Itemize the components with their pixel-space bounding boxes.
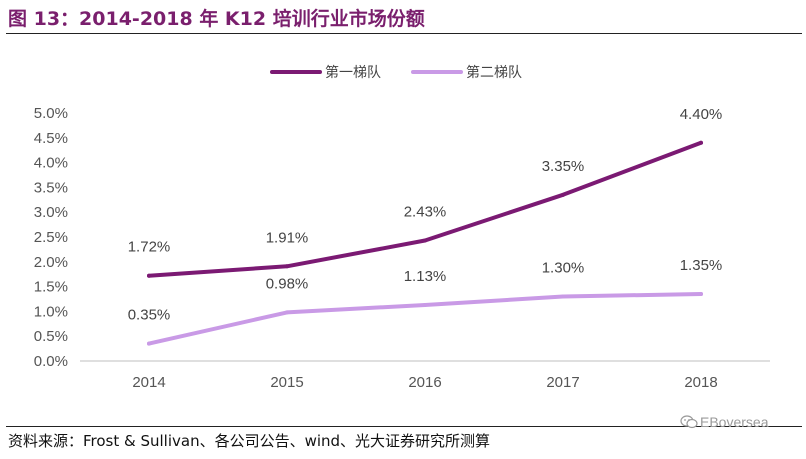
- y-tick-label: 0.0%: [34, 353, 68, 370]
- watermark: EBoversea: [680, 414, 768, 430]
- wechat-icon: [680, 415, 698, 429]
- series-line-2: [147, 292, 703, 346]
- legend-label: 第二梯队: [466, 64, 522, 81]
- data-label: 3.35%: [542, 158, 585, 175]
- data-label: 1.13%: [404, 268, 447, 285]
- chart-title: 图 13：2014-2018 年 K12 培训行业市场份额: [8, 8, 425, 30]
- source-divider: [6, 426, 802, 427]
- y-tick-label: 4.0%: [34, 155, 68, 172]
- y-tick-label: 5.0%: [34, 105, 68, 122]
- y-tick-label: 2.5%: [34, 229, 68, 246]
- chart-series: 1.72% 1.91% 2.43% 3.35% 4.40% 0.35% 0.98% 1.13%…: [128, 106, 723, 346]
- data-point: [561, 192, 565, 197]
- data-label: 1.30%: [542, 260, 585, 277]
- source-note: 资料来源：Frost & Sullivan、各公司公告、wind、光大证券研究所…: [8, 432, 491, 450]
- data-label: 4.40%: [680, 106, 723, 123]
- y-tick-label: 4.5%: [34, 130, 68, 147]
- title-divider: [6, 33, 802, 34]
- data-label: 0.98%: [266, 275, 309, 292]
- data-label: 1.72%: [128, 239, 171, 256]
- watermark-text: EBoversea: [700, 414, 769, 430]
- data-point: [147, 341, 151, 346]
- x-tick-label: 2014: [132, 374, 165, 391]
- data-label: 1.35%: [680, 257, 723, 274]
- data-label: 0.35%: [128, 307, 171, 324]
- x-tick-label: 2016: [408, 374, 441, 391]
- y-tick-label: 1.5%: [34, 279, 68, 296]
- y-tick-label: 2.0%: [34, 254, 68, 271]
- data-point: [147, 273, 151, 278]
- x-axis: 2014 2015 2016 2017 2018: [80, 360, 770, 391]
- legend-label: 第一梯队: [325, 64, 381, 81]
- y-tick-label: 3.5%: [34, 179, 68, 196]
- x-tick-label: 2017: [546, 374, 579, 391]
- data-point: [285, 264, 289, 269]
- chart-legend: 第一梯队 第二梯队: [270, 64, 522, 81]
- data-point: [285, 310, 289, 315]
- data-point: [561, 294, 565, 299]
- data-point: [423, 238, 427, 243]
- y-axis: 0.0% 0.5% 1.0% 1.5% 2.0% 2.5% 3.0% 3.5% 4.0% 4.5%…: [34, 105, 68, 370]
- y-tick-label: 0.5%: [34, 328, 68, 345]
- y-tick-label: 3.0%: [34, 204, 68, 221]
- data-point: [423, 302, 427, 307]
- data-label: 2.43%: [404, 203, 447, 220]
- data-label: 1.91%: [266, 229, 309, 246]
- data-point: [699, 140, 703, 145]
- x-tick-label: 2015: [270, 374, 303, 391]
- data-point: [699, 292, 703, 297]
- x-tick-label: 2018: [684, 374, 717, 391]
- y-tick-label: 1.0%: [34, 303, 68, 320]
